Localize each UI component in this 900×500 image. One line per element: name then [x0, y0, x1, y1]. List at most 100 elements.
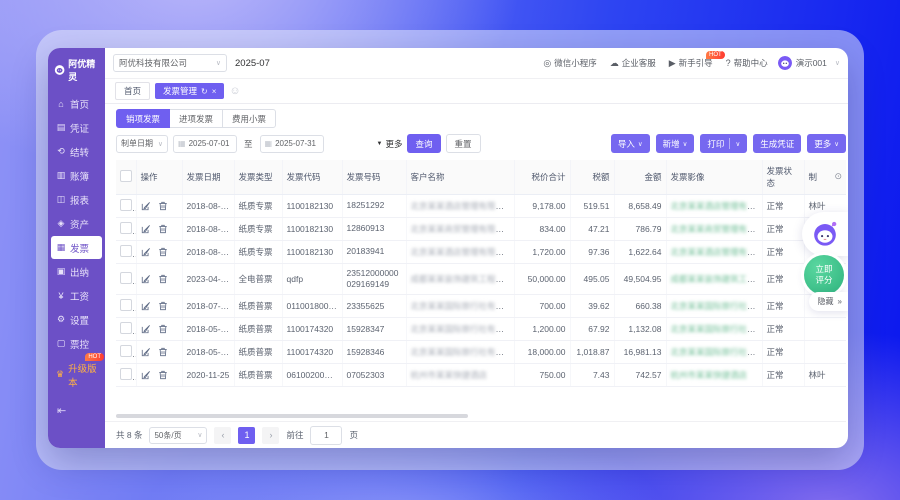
invoice-type-cell: 纸质普票 — [234, 363, 283, 388]
next-page-button[interactable]: › — [262, 426, 280, 444]
date-type-select[interactable]: 制单日期 ∨ — [116, 134, 168, 153]
invoice-image-cell[interactable]: 杭州市某某快捷酒店 — [666, 363, 763, 388]
customer-service-link[interactable]: ☁ 企业客服 — [610, 57, 656, 69]
close-icon[interactable]: × — [211, 86, 217, 96]
subtab-purchase-invoice[interactable]: 进项发票 — [169, 109, 224, 128]
invoice-image-cell[interactable]: 成都某某装饰建筑工程有限公司 — [666, 263, 763, 296]
row-checkbox[interactable] — [120, 245, 132, 257]
invoice-image-cell[interactable]: 北京某某国际旅行社有限公司 — [666, 294, 763, 319]
invoice-image-cell[interactable]: 北京某某商贸管理有限公司 — [666, 217, 763, 241]
edit-icon[interactable] — [141, 274, 151, 284]
tab-invoice-management[interactable]: 发票管理 ↻ × — [155, 83, 225, 99]
import-button[interactable]: 导入 ∨ — [610, 134, 650, 153]
tab-home[interactable]: 首页 — [115, 82, 151, 100]
reset-button[interactable]: 重置 — [445, 134, 481, 153]
rate-now-button[interactable]: 立即 评分 — [804, 255, 844, 295]
refresh-icon[interactable]: ↻ — [201, 86, 208, 96]
row-checkbox[interactable] — [120, 199, 132, 211]
row-select-cell — [116, 317, 137, 342]
assistant-mascot-button[interactable] — [802, 212, 848, 256]
invoice-image-cell[interactable]: 北京某某国际旅行社有限公司 — [666, 340, 763, 365]
chevron-down-icon: ∨ — [215, 60, 221, 67]
date-from-input[interactable]: ▦ 2025-07-01 — [173, 134, 237, 153]
sidebar-item-voucher[interactable]: ▤ 凭证 — [51, 116, 102, 139]
customer-name-cell: 北京某某国际旅行社有限公司 — [406, 294, 515, 319]
topbar-link-label: 帮助中心 — [733, 58, 768, 68]
edit-icon[interactable] — [141, 324, 151, 334]
sidebar-item-payroll[interactable]: ¥ 工资 — [51, 284, 102, 307]
invoice-image-cell[interactable]: 北京某某酒店管理有限公司 — [666, 194, 763, 218]
column-settings-icon[interactable]: ⊙ — [834, 171, 842, 181]
horizontal-scrollbar[interactable] — [116, 414, 468, 418]
subtab-sales-invoice[interactable]: 销项发票 — [116, 109, 171, 128]
sidebar-item-reports[interactable]: ◫ 报表 — [51, 188, 102, 211]
invoice-code-cell: 061002000104 — [282, 363, 343, 388]
date-to-input[interactable]: ▦ 2025-07-31 — [259, 134, 324, 153]
select-all-checkbox[interactable] — [120, 170, 132, 182]
row-checkbox[interactable] — [120, 368, 132, 381]
invoice-number-cell: 23355625 — [342, 294, 407, 319]
delete-icon[interactable] — [158, 301, 168, 311]
search-button[interactable]: 查询 — [407, 134, 441, 153]
edit-icon[interactable] — [141, 347, 151, 357]
row-actions-cell — [136, 340, 183, 365]
print-button[interactable]: 打印 ∨ — [700, 134, 748, 153]
sidebar-item-invoice[interactable]: ▦ 发票 — [51, 236, 102, 259]
user-menu[interactable]: 演示001 ∨ — [777, 56, 840, 70]
invoice-image-cell[interactable]: 北京某某国际旅行社有限公司 — [666, 317, 763, 342]
wechat-mini-program-link[interactable]: ◎ 微信小程序 — [543, 57, 596, 69]
more-filters-toggle[interactable]: ▼ 更多 — [377, 138, 403, 150]
sidebar-item-assets[interactable]: ◈ 资产 — [51, 212, 102, 235]
sidebar-item-ticket-control[interactable]: ▢ 票控 — [51, 332, 102, 355]
beginner-guide-link[interactable]: ▶ 新手引导 HOT — [669, 51, 725, 69]
goto-page-input[interactable] — [310, 425, 343, 445]
help-center-link[interactable]: ? 帮助中心 — [726, 57, 768, 69]
invoice-status-cell: 正常 — [762, 194, 805, 218]
feedback-smiley-icon[interactable]: ☺ — [229, 85, 241, 97]
row-checkbox[interactable] — [120, 322, 132, 335]
sidebar-collapse-button[interactable]: ⇤ — [57, 405, 67, 417]
sidebar-item-home[interactable]: ⌂ 首页 — [51, 92, 102, 115]
delete-icon[interactable] — [158, 247, 168, 257]
delete-icon[interactable] — [158, 347, 168, 357]
page-1-button[interactable]: 1 — [238, 426, 256, 444]
sidebar-item-upgrade[interactable]: ♛ 升级版本 HOT — [51, 353, 104, 393]
sidebar-item-carryover[interactable]: ⟲ 结转 — [51, 140, 102, 163]
customer-name-blurred: 成都某某装饰建筑工程有限公司 — [410, 274, 514, 285]
page-size-select[interactable]: 50条/页 ∨ — [149, 426, 208, 444]
prev-page-button[interactable]: ‹ — [214, 426, 232, 444]
delete-icon[interactable] — [158, 224, 168, 234]
row-checkbox[interactable] — [120, 345, 132, 358]
row-checkbox[interactable] — [120, 272, 132, 285]
invoice-image-cell[interactable]: 北京某某酒店管理有限公司 — [666, 240, 763, 264]
delete-icon[interactable] — [158, 370, 168, 380]
delete-icon[interactable] — [158, 274, 168, 284]
tax-cell: 47.21 — [570, 217, 615, 241]
delete-icon[interactable] — [158, 324, 168, 334]
row-actions-cell — [136, 217, 183, 241]
invoice-type-cell: 纸质普票 — [234, 294, 283, 319]
delete-icon[interactable] — [158, 201, 168, 211]
more-button[interactable]: 更多 ∨ — [807, 134, 846, 153]
sidebar-item-settings[interactable]: ⚙ 设置 — [51, 308, 102, 331]
hide-widgets-button[interactable]: 隐藏 » — [808, 292, 848, 311]
invoice-code-cell: 1100182130 — [282, 240, 343, 264]
edit-icon[interactable] — [141, 247, 151, 257]
edit-icon[interactable] — [141, 201, 151, 211]
sidebar-item-cashier[interactable]: ▣ 出纳 — [51, 260, 102, 283]
row-checkbox[interactable] — [120, 222, 132, 234]
tax-cell: 67.92 — [570, 317, 615, 342]
row-checkbox[interactable] — [120, 299, 132, 312]
invoice-status-cell: 正常 — [762, 240, 805, 264]
edit-icon[interactable] — [141, 224, 151, 234]
edit-icon[interactable] — [141, 301, 151, 311]
edit-icon[interactable] — [141, 370, 151, 380]
create-button[interactable]: 新增 ∨ — [655, 134, 695, 153]
subtab-expense-receipt[interactable]: 费用小票 — [222, 109, 277, 128]
invoice-image-link-blurred: 北京某某国际旅行社有限公司 — [670, 347, 762, 358]
accounting-period-label[interactable]: 2025-07 — [235, 57, 270, 69]
company-select[interactable]: 阿优科技有限公司 ∨ — [113, 54, 227, 72]
sidebar-item-ledger[interactable]: ▥ 账簿 — [51, 164, 102, 187]
home-icon: ⌂ — [58, 98, 64, 109]
generate-voucher-button[interactable]: 生成凭证 — [753, 134, 802, 153]
